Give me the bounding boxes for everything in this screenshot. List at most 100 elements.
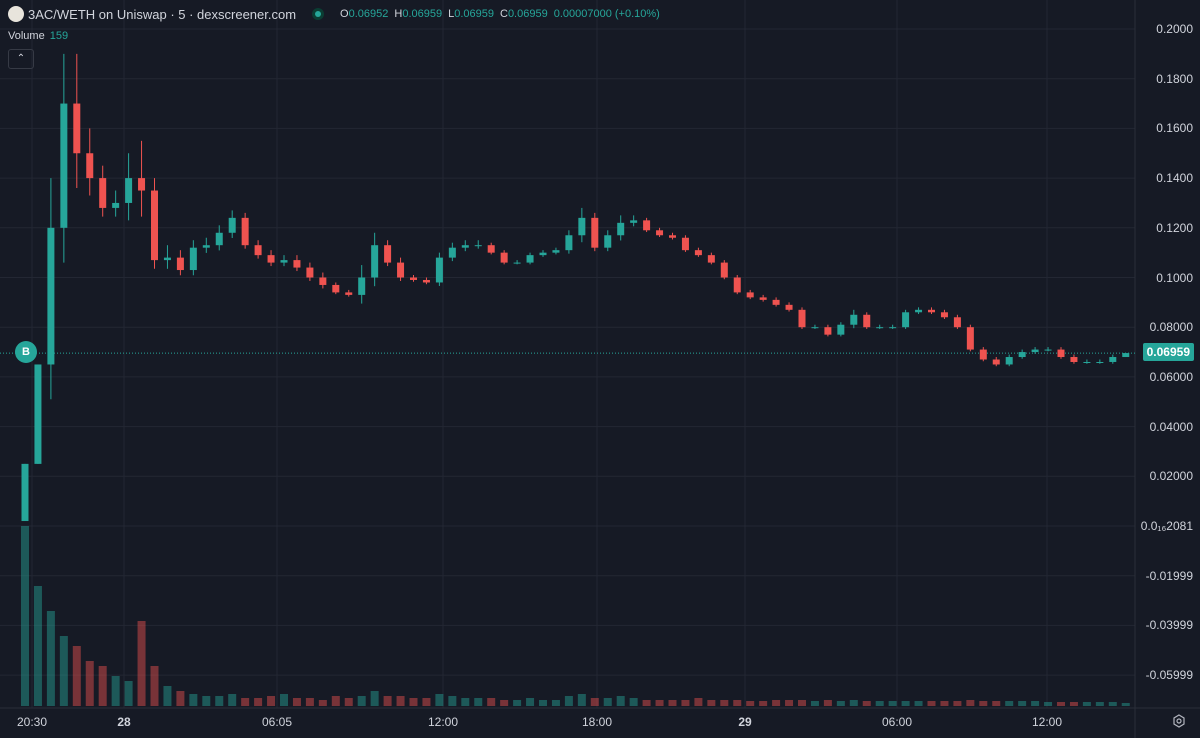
- volume-bar: [966, 700, 975, 706]
- candle-body: [1109, 357, 1117, 362]
- volume-bar: [409, 698, 418, 706]
- candle-body: [34, 364, 42, 464]
- volume-bar: [927, 701, 936, 706]
- candle-body: [811, 327, 819, 329]
- ohlc-high: H0.06959: [394, 8, 443, 20]
- candle-body: [345, 292, 353, 295]
- volume-bar: [564, 696, 573, 706]
- volume-bar: [215, 696, 224, 706]
- volume-bar: [344, 698, 353, 706]
- volume-bar: [98, 666, 107, 706]
- candle-body: [306, 267, 314, 278]
- volume-bar: [461, 698, 470, 706]
- candle-body: [73, 103, 81, 154]
- y-axis-tick: 0.04000: [1149, 419, 1193, 434]
- volume-bar: [590, 698, 599, 706]
- ohlc-change: 0.00007000 (+0.10%): [553, 8, 660, 20]
- volume-bar: [422, 698, 431, 706]
- candle-body: [915, 309, 923, 313]
- candle-body: [953, 317, 961, 328]
- candle-body: [319, 277, 327, 285]
- chevron-up-icon: ⌃: [16, 53, 26, 64]
- candle-body: [254, 245, 262, 256]
- candle-body: [746, 292, 754, 298]
- volume-bar: [254, 698, 263, 706]
- volume-bar: [992, 701, 1001, 706]
- settings-gear-icon[interactable]: [1172, 714, 1186, 728]
- chart-header: 3AC/WETH on Uniswap · 5 · dexscreener.co…: [8, 6, 666, 22]
- volume-bar: [292, 698, 301, 706]
- volume-bar: [551, 700, 560, 706]
- volume-legend[interactable]: Volume 159: [8, 30, 68, 42]
- candle-body: [1070, 357, 1078, 362]
- candle-body: [280, 260, 288, 263]
- volume-bar: [150, 666, 159, 706]
- volume-bar: [707, 700, 716, 706]
- y-axis-tick: 0.1800: [1156, 71, 1193, 86]
- volume-bar: [785, 700, 794, 706]
- last-price-label: 0.06959: [1142, 343, 1194, 361]
- candle-body: [1005, 357, 1013, 365]
- volume-bar: [940, 701, 949, 706]
- volume-bar: [888, 701, 897, 706]
- candle-body: [151, 190, 158, 261]
- volume-bar: [280, 694, 288, 706]
- volume-bar: [1044, 702, 1053, 706]
- volume-bar: [267, 696, 276, 706]
- volume-bar: [396, 696, 405, 706]
- volume-bar: [1095, 702, 1104, 706]
- volume-bar: [798, 700, 806, 706]
- candle-body: [526, 255, 534, 263]
- volume-bar: [655, 700, 664, 706]
- candle-body: [474, 245, 482, 247]
- volume-bar: [616, 696, 625, 706]
- candle-body: [966, 327, 974, 350]
- x-axis-tick: 12:00: [427, 715, 459, 729]
- volume-bar: [849, 700, 858, 706]
- candle-body: [487, 245, 495, 253]
- volume-bar: [228, 694, 237, 706]
- volume-bar: [810, 701, 819, 706]
- y-axis-tick: 0.02000: [1149, 469, 1193, 484]
- collapse-button[interactable]: ⌃: [8, 49, 34, 69]
- volume-bar: [46, 611, 55, 706]
- candle-body: [643, 220, 651, 231]
- candle-body: [358, 277, 366, 295]
- y-axis-tick: 0.1600: [1156, 121, 1193, 136]
- volume-bar: [1082, 702, 1091, 706]
- candle-body: [202, 245, 210, 248]
- volume-bar: [979, 701, 988, 706]
- volume-bar: [176, 691, 185, 706]
- candle-body: [656, 230, 664, 236]
- candle-body: [371, 245, 379, 278]
- volume-bar: [1121, 703, 1130, 706]
- candle-body: [837, 324, 845, 335]
- candle-body: [889, 327, 897, 329]
- candle-body: [47, 227, 55, 365]
- candle-body: [435, 257, 443, 283]
- candle-body: [940, 312, 948, 318]
- volume-bar: [513, 700, 522, 706]
- volume-bar: [111, 676, 120, 706]
- y-axis-tick: -0.03999: [1145, 618, 1193, 633]
- candle-body: [332, 284, 340, 293]
- x-axis-tick: 29: [738, 715, 752, 729]
- y-axis-tick: 0.06000: [1149, 369, 1193, 384]
- candle-body: [86, 153, 94, 179]
- chart-title: 3AC/WETH on Uniswap · 5 · dexscreener.co…: [28, 6, 297, 22]
- x-axis-tick: 12:00: [1031, 715, 1063, 729]
- ohlc-open: O0.06952: [340, 8, 389, 20]
- candle-body: [681, 237, 689, 251]
- candle-body: [928, 309, 935, 313]
- candle-body: [410, 277, 417, 280]
- volume-bar: [823, 700, 832, 706]
- x-axis-tick: 20:30: [16, 715, 48, 729]
- candle-body: [824, 327, 832, 335]
- volume-bar: [241, 698, 250, 706]
- volume-bar: [836, 701, 845, 706]
- volume-bar: [914, 701, 923, 706]
- buy-marker[interactable]: B: [15, 341, 37, 363]
- x-axis-tick: 06:00: [881, 715, 913, 729]
- candle-body: [500, 252, 508, 263]
